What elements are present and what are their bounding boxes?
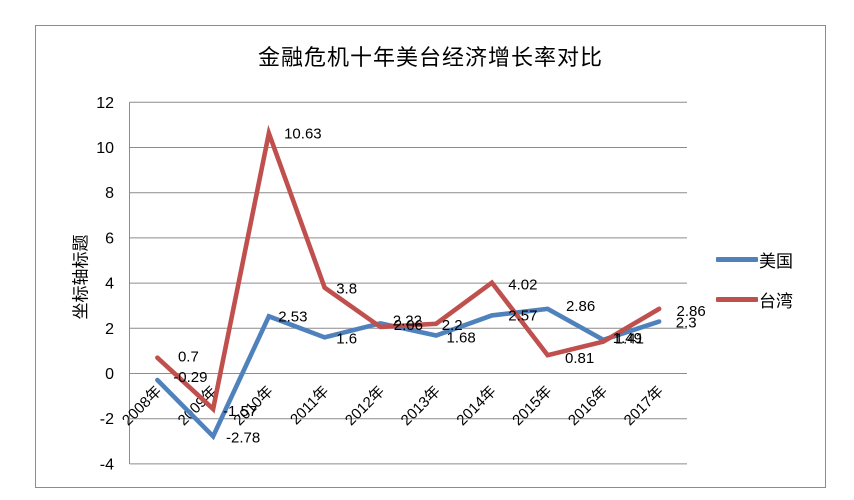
x-tick-label: 2011年 <box>287 383 332 428</box>
y-tick-label: 2 <box>105 321 114 338</box>
y-tick-label: 12 <box>96 95 114 112</box>
x-tick-label: 2016年 <box>565 383 611 429</box>
y-tick-label: 0 <box>105 366 114 383</box>
data-label: 1.6 <box>336 330 357 347</box>
data-label: 2.86 <box>566 298 595 315</box>
legend-label-taiwan: 台湾 <box>759 291 793 311</box>
series-line-1 <box>155 124 662 414</box>
legend: 美国 台湾 <box>716 243 793 315</box>
data-label: 2.06 <box>394 317 423 334</box>
y-tick-label: 6 <box>105 230 114 247</box>
data-label: 2.57 <box>508 307 537 324</box>
data-label: -1.57 <box>223 403 257 420</box>
data-label: 1.49 <box>613 330 642 347</box>
data-label: -2.78 <box>226 429 260 446</box>
legend-item-us: 美国 <box>716 243 793 275</box>
x-tick-label: 2012年 <box>342 383 388 429</box>
data-label: 1.41 <box>615 331 644 348</box>
chart-title: 金融危机十年美台经济增长率对比 <box>257 45 603 70</box>
data-label: 3.8 <box>336 281 357 298</box>
x-tick-label: 2008年 <box>119 383 165 429</box>
x-tick-label: 2014年 <box>453 383 499 429</box>
data-label: 1.68 <box>447 330 476 347</box>
y-tick-label: 10 <box>96 140 114 157</box>
y-tick-label: -4 <box>100 456 114 473</box>
legend-label-us: 美国 <box>759 251 793 271</box>
data-label: 2.53 <box>278 308 307 325</box>
x-tick-label: 2015年 <box>509 383 555 429</box>
data-label: 2.2 <box>442 317 463 334</box>
y-tick-label: -2 <box>100 411 114 428</box>
data-label: 0.81 <box>565 350 594 367</box>
data-label: 4.02 <box>508 277 537 294</box>
x-tick-label: 2013年 <box>398 383 444 429</box>
legend-item-taiwan: 台湾 <box>716 283 793 315</box>
data-label: 10.63 <box>284 125 322 142</box>
data-label: 2.3 <box>676 315 697 332</box>
us-line-swatch <box>716 256 758 262</box>
data-label: -0.29 <box>173 369 207 386</box>
y-tick-label: 8 <box>105 185 114 202</box>
taiwan-line-swatch <box>716 296 758 302</box>
data-label: 0.7 <box>178 349 199 366</box>
y-tick-label: 4 <box>105 276 114 293</box>
data-label: 2.86 <box>677 303 706 320</box>
data-label: 2.22 <box>393 312 422 329</box>
x-tick-label: 2017年 <box>621 383 667 429</box>
series-line-0 <box>155 306 662 441</box>
